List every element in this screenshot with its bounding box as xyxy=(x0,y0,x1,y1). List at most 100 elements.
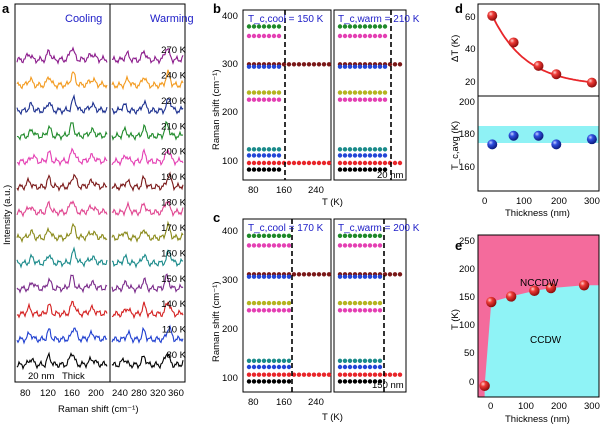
raman-mode-point xyxy=(357,372,363,377)
raman-mode-point xyxy=(256,372,262,377)
tc-avg-point xyxy=(508,130,519,141)
raman-mode-point xyxy=(377,64,383,69)
raman-mode-point xyxy=(251,97,257,102)
raman-mode-point xyxy=(337,364,343,370)
raman-mode-point xyxy=(347,308,353,313)
a-xtick-280: 280 xyxy=(131,388,147,399)
raman-mode-point xyxy=(352,372,358,377)
panel-d: d 60 40 20 200 180 160 0 100 200 300 Thi… xyxy=(450,1,600,219)
raman-mode-point xyxy=(347,147,353,152)
raman-mode-point xyxy=(266,364,272,370)
raman-mode-point xyxy=(271,90,277,95)
raman-mode-point xyxy=(362,233,368,238)
raman-mode-point xyxy=(342,364,348,370)
raman-mode-point xyxy=(271,160,277,166)
raman-mode-point xyxy=(266,372,272,377)
raman-mode-point xyxy=(246,243,252,248)
delta-t-point xyxy=(551,69,562,80)
raman-mode-point xyxy=(271,274,277,279)
raman-mode-point xyxy=(372,358,378,363)
raman-mode-point xyxy=(377,243,383,248)
thick-label: Thick xyxy=(62,371,85,382)
temperature-label: 210 K xyxy=(161,121,186,132)
raman-mode-point xyxy=(372,24,378,29)
raman-mode-point xyxy=(337,153,343,158)
raman-mode-point xyxy=(352,167,358,172)
panel-a-warming-frame xyxy=(109,3,186,383)
raman-mode-point xyxy=(261,358,267,363)
tc-avg-point xyxy=(533,130,544,141)
spectrum-cooling-140K xyxy=(16,300,108,319)
e-xtick-300: 300 xyxy=(584,401,600,412)
raman-mode-point xyxy=(377,274,383,279)
raman-mode-point xyxy=(266,24,272,29)
raman-mode-point xyxy=(251,233,257,238)
b-xtick-80: 80 xyxy=(248,185,259,196)
raman-mode-point xyxy=(256,274,262,279)
raman-mode-point xyxy=(377,372,383,377)
raman-mode-point xyxy=(387,62,393,67)
d-xtick-200: 200 xyxy=(551,196,567,207)
raman-mode-point xyxy=(281,364,287,370)
temperature-label: 110 K xyxy=(162,325,187,336)
raman-mode-point xyxy=(296,372,302,377)
nccdw-label: NCCDW xyxy=(520,278,559,289)
raman-mode-point xyxy=(352,160,358,166)
raman-mode-point xyxy=(342,243,348,248)
raman-mode-point xyxy=(256,24,262,29)
raman-mode-point xyxy=(352,24,358,29)
temperature-label: 140 K xyxy=(161,299,186,310)
raman-mode-point xyxy=(286,243,292,248)
raman-mode-point xyxy=(276,300,282,306)
raman-mode-point xyxy=(306,372,312,377)
delta-t-point xyxy=(487,10,498,21)
raman-mode-point xyxy=(347,167,353,172)
panel-c: c T_c,cool = 170 K T_c,warm = 200 K 150 … xyxy=(211,210,420,423)
raman-mode-point xyxy=(362,24,368,29)
raman-mode-point xyxy=(362,160,368,166)
c-xaxis-label: T (K) xyxy=(322,412,343,423)
raman-mode-point xyxy=(352,358,358,363)
panel-e: e NCCDW CCDW 250 200 150 100 50 0 0 100 … xyxy=(450,234,600,425)
raman-mode-point xyxy=(266,153,272,158)
e-ytick-50: 50 xyxy=(464,348,475,359)
raman-mode-point xyxy=(377,90,383,95)
raman-mode-point xyxy=(352,308,358,313)
temperature-label: 240 K xyxy=(161,70,186,81)
raman-mode-point xyxy=(362,243,368,248)
raman-mode-point xyxy=(246,160,252,166)
b-ytick-400: 400 xyxy=(222,11,238,22)
panel-b-right-frame xyxy=(333,9,407,181)
panel-c-thickness: 150 nm xyxy=(372,380,404,391)
raman-mode-point xyxy=(326,372,332,377)
raman-mode-point xyxy=(342,358,348,363)
raman-mode-point xyxy=(251,379,257,384)
raman-mode-point xyxy=(352,64,358,69)
raman-mode-point xyxy=(362,97,368,102)
raman-mode-point xyxy=(372,308,378,313)
raman-mode-point xyxy=(337,243,343,248)
raman-mode-point xyxy=(276,233,282,238)
raman-mode-point xyxy=(261,233,267,238)
raman-mode-point xyxy=(296,62,302,67)
raman-mode-point xyxy=(397,160,403,166)
raman-mode-point xyxy=(342,372,348,377)
raman-mode-point xyxy=(372,167,378,172)
raman-mode-point xyxy=(367,147,373,152)
raman-mode-point xyxy=(261,153,267,158)
raman-mode-point xyxy=(367,153,373,158)
raman-mode-point xyxy=(276,160,282,166)
raman-mode-point xyxy=(286,274,292,279)
raman-mode-point xyxy=(357,160,363,166)
raman-mode-point xyxy=(246,64,252,69)
raman-mode-point xyxy=(281,243,287,248)
spectrum-cooling-210K xyxy=(16,122,108,142)
raman-mode-point xyxy=(266,300,272,306)
raman-mode-point xyxy=(276,147,282,152)
raman-mode-point xyxy=(357,90,363,95)
raman-mode-point xyxy=(256,233,262,238)
raman-mode-point xyxy=(367,64,373,69)
raman-mode-point xyxy=(266,308,272,313)
panel-label-e: e xyxy=(455,238,462,253)
